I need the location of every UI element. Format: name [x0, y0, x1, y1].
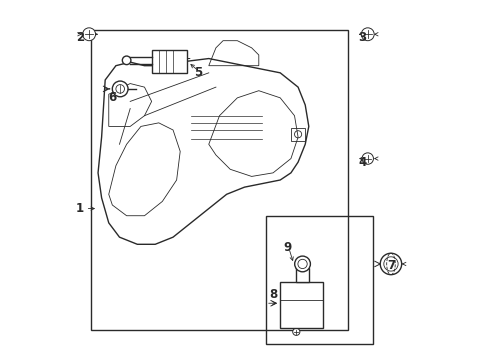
- Text: 9: 9: [283, 241, 291, 255]
- Circle shape: [361, 153, 373, 164]
- Bar: [280, 282, 323, 328]
- Circle shape: [361, 28, 373, 41]
- Text: 1: 1: [76, 202, 84, 215]
- Circle shape: [82, 28, 95, 41]
- Circle shape: [294, 256, 310, 272]
- Text: 2: 2: [76, 31, 84, 44]
- Text: 7: 7: [386, 259, 394, 272]
- Text: 8: 8: [268, 288, 277, 301]
- Bar: [151, 50, 187, 73]
- Bar: [296, 267, 308, 282]
- Text: 5: 5: [194, 66, 202, 79]
- Polygon shape: [98, 59, 308, 244]
- Circle shape: [112, 81, 128, 97]
- Text: 3: 3: [358, 31, 366, 44]
- Circle shape: [292, 328, 299, 336]
- Text: 6: 6: [108, 91, 116, 104]
- Bar: [265, 216, 372, 344]
- Circle shape: [380, 253, 401, 275]
- Bar: [91, 30, 347, 330]
- Bar: [290, 128, 305, 141]
- Circle shape: [122, 56, 131, 64]
- Text: 4: 4: [358, 156, 366, 168]
